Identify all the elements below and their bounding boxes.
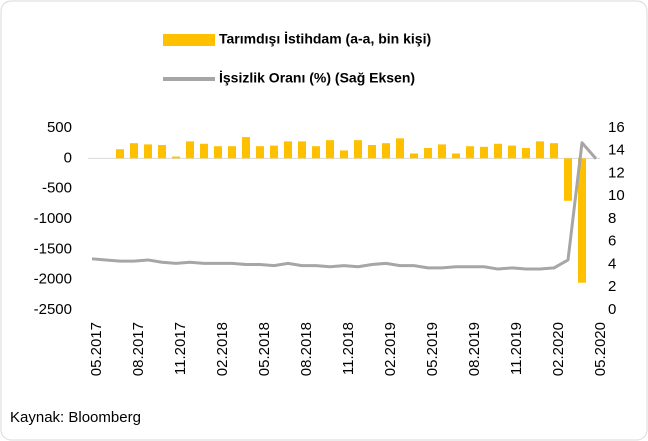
bar: [466, 146, 474, 159]
bar: [494, 143, 502, 159]
bar: [116, 149, 124, 159]
bar: [578, 158, 586, 283]
bar: [312, 146, 320, 159]
bar: [382, 143, 390, 159]
y-tick-label: -2000: [34, 271, 72, 288]
bar: [214, 146, 222, 159]
bar: [172, 156, 180, 159]
y2-tick-label: 8: [608, 210, 616, 227]
x-tick-label: 11.2019: [508, 322, 525, 375]
x-tick-label: 02.2018: [214, 322, 231, 376]
y2-tick-label: 16: [608, 119, 625, 136]
y2-tick-label: 6: [608, 233, 616, 250]
x-tick-label: 02.2020: [550, 322, 567, 376]
y2-tick-label: 10: [608, 187, 625, 204]
x-tick-label: 05.2017: [88, 322, 105, 376]
legend-swatch: [163, 34, 215, 46]
y2-tick-label: 12: [608, 164, 625, 181]
source-note: Kaynak: Bloomberg: [10, 409, 141, 426]
y-tick-label: -1500: [34, 240, 72, 257]
bar: [564, 158, 572, 201]
x-tick-label: 11.2017: [172, 322, 189, 375]
bar: [158, 144, 166, 159]
x-tick-label: 08.2019: [466, 322, 483, 376]
y-tick-label: -2500: [34, 301, 72, 318]
y2-tick-label: 4: [608, 255, 616, 272]
bar: [298, 141, 306, 159]
bar: [200, 143, 208, 159]
bar: [228, 146, 236, 159]
bar: [270, 145, 278, 159]
legend-label: İşsizlik Oranı (%) (Sağ Eksen): [219, 70, 415, 86]
bar: [326, 140, 334, 159]
bar: [452, 153, 460, 159]
bar: [396, 138, 404, 159]
x-tick-label: 08.2017: [130, 322, 147, 376]
bar: [410, 153, 418, 159]
bar: [508, 145, 516, 159]
bar: [186, 141, 194, 159]
bar: [550, 143, 558, 159]
y2-tick-label: 0: [608, 301, 616, 318]
y-tick-label: 500: [47, 119, 72, 136]
legend-label: Tarımdışı İstihdam (a-a, bin kişi): [219, 31, 431, 47]
bar: [424, 148, 432, 159]
y-tick-label: -1000: [34, 210, 72, 227]
y-tick-label: 0: [64, 149, 72, 166]
x-tick-label: 05.2019: [424, 322, 441, 376]
bar: [256, 146, 264, 159]
bar: [480, 146, 488, 159]
bar: [522, 148, 530, 159]
y2-tick-label: 2: [608, 278, 616, 295]
bar: [144, 144, 152, 159]
x-tick-label: 05.2020: [592, 322, 609, 376]
bar: [340, 150, 348, 159]
bar: [438, 144, 446, 159]
bar: [354, 140, 362, 159]
y2-tick-label: 14: [608, 142, 625, 159]
bar: [536, 141, 544, 159]
bar: [284, 141, 292, 159]
x-tick-label: 11.2018: [340, 322, 357, 375]
bar: [368, 144, 376, 159]
line: [91, 141, 598, 271]
bar: [242, 137, 250, 159]
y-tick-label: -500: [42, 180, 72, 197]
bar: [130, 143, 138, 159]
x-tick-label: 08.2018: [298, 322, 315, 376]
x-tick-label: 02.2019: [382, 322, 399, 376]
x-tick-label: 05.2018: [256, 322, 273, 376]
